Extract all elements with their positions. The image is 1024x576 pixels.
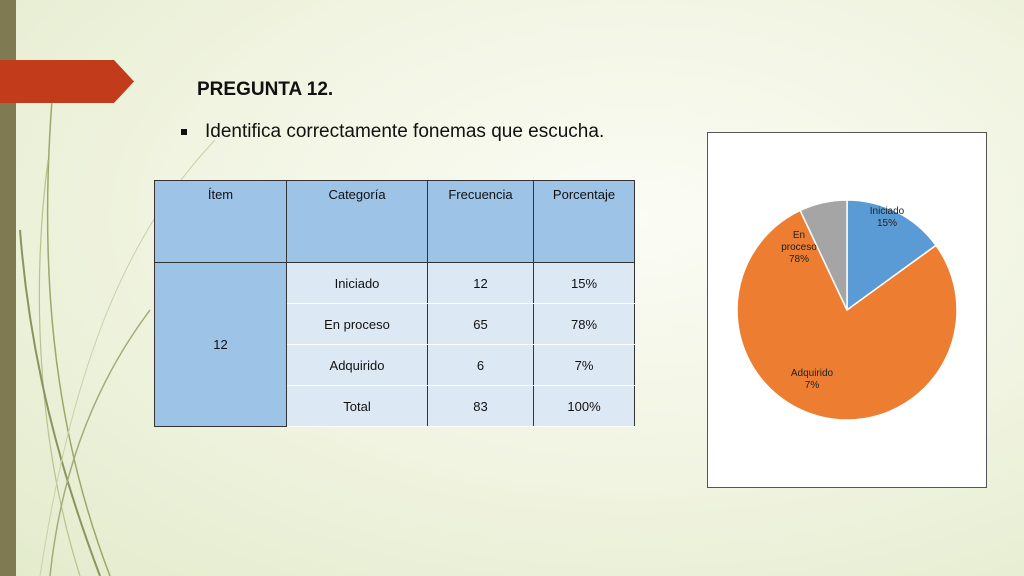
frecuencia-cell: 65 (427, 303, 534, 345)
pie-data-label: Iniciado 15% (870, 206, 905, 229)
categoria-cell: Adquirido (286, 344, 428, 386)
header-frecuencia: Frecuencia (427, 180, 534, 263)
pie-slice-iniciado (846, 199, 938, 312)
left-accent-bar (0, 0, 16, 576)
table-row: Adquirido 6 7% (155, 344, 635, 386)
categoria-cell: Iniciado (286, 262, 428, 304)
pie-slice-en-proceso (736, 209, 958, 421)
slide-accent-tab (0, 60, 134, 103)
bullet-square-icon (181, 129, 187, 135)
bullet-text: Identifica correctamente fonemas que esc… (205, 121, 605, 142)
porcentaje-cell: 7% (533, 344, 635, 386)
frecuencia-cell: 83 (427, 385, 534, 427)
pie-data-label: Adquirido 7% (791, 368, 834, 391)
pie-chart-frame: Iniciado 15% En proceso 78% Adquirido 7% (707, 132, 987, 488)
slide-title: PREGUNTA 12. (197, 79, 334, 100)
table-row: En proceso 65 78% (155, 303, 635, 345)
table-row: Total 83 100% (155, 385, 635, 427)
porcentaje-cell: 15% (533, 262, 635, 304)
table-header-row: Ítem Categoría Frecuencia Porcentaje (154, 180, 635, 263)
frecuencia-cell: 6 (427, 344, 534, 386)
pie-slice-adquirido (799, 199, 848, 311)
decorative-curves (19, 99, 216, 576)
header-porcentaje: Porcentaje (533, 180, 635, 263)
categoria-cell: En proceso (286, 303, 428, 345)
pie-data-label: En proceso 78% (781, 230, 817, 265)
porcentaje-cell: 78% (533, 303, 635, 345)
porcentaje-cell: 100% (533, 385, 635, 427)
categoria-cell: Total (286, 385, 428, 427)
pie-chart: Iniciado 15% En proceso 78% Adquirido 7% (736, 199, 958, 421)
header-categoria: Categoría (286, 180, 428, 263)
table-row: 12 Iniciado 12 15% (154, 262, 635, 427)
results-table: Ítem Categoría Frecuencia Porcentaje 12 … (154, 180, 635, 427)
frecuencia-cell: 12 (427, 262, 534, 304)
bullet-item: Identifica correctamente fonemas que esc… (181, 121, 604, 143)
header-item: Ítem (154, 180, 287, 263)
item-cell: 12 (154, 262, 287, 427)
